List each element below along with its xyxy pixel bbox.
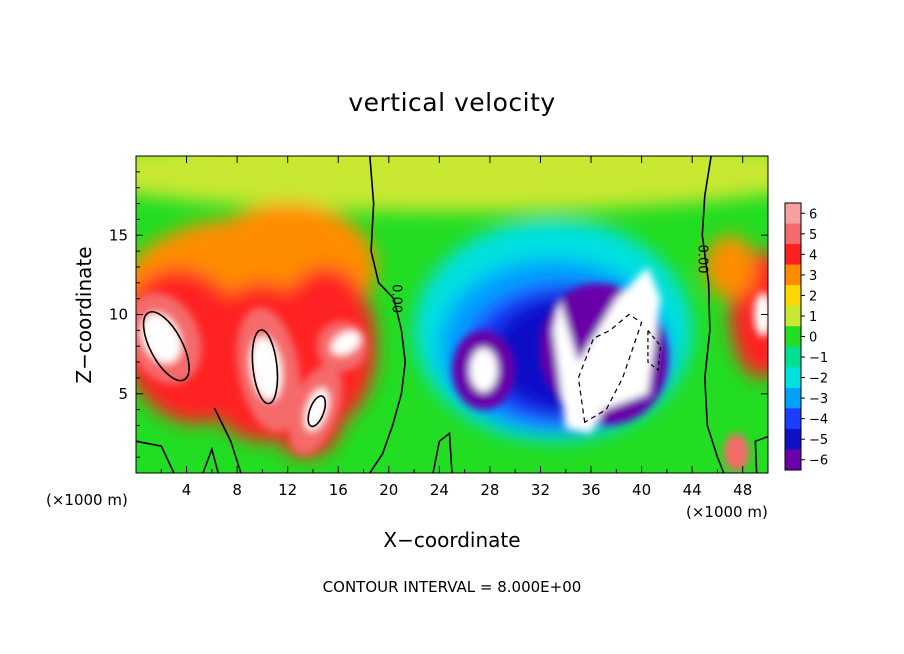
- field-core-white: [331, 331, 361, 355]
- colorbar-tick-label: 0: [809, 331, 817, 346]
- colorbar-tick-label: 5: [809, 228, 817, 243]
- colorbar-tick-label: −2: [809, 372, 828, 387]
- zero-contour: [136, 440, 175, 473]
- colorbar-swatch: [785, 346, 801, 368]
- colorbar-swatch: [785, 223, 801, 245]
- contour-label: 0.00: [694, 245, 709, 274]
- zero-contour: [754, 435, 768, 473]
- negative-contour: [577, 313, 643, 424]
- field-shading: [136, 156, 768, 473]
- colorbar-swatch: [785, 387, 801, 409]
- colorbar-swatch: [785, 305, 801, 327]
- field-core-white: [753, 292, 768, 337]
- field-core: [723, 433, 750, 472]
- zero-contour: [701, 156, 725, 473]
- colorbar-swatch: [785, 428, 801, 450]
- colorbar: 6 5 4 3 2 1 0 −1 −2 −3 −4 −5 −6: [784, 202, 828, 471]
- x-tick-label: 36: [581, 481, 600, 499]
- colorbar-tick-label: −3: [809, 392, 828, 407]
- x-tick-label: 8: [232, 481, 242, 499]
- zero-contour-lines: 0.00 0.00: [136, 156, 768, 473]
- colorbar-swatch: [785, 244, 801, 266]
- colorbar-swatch: [785, 203, 801, 225]
- positive-contour: [307, 395, 327, 428]
- contour-label: 0.00: [389, 284, 404, 313]
- colorbar-tick-label: −6: [809, 454, 828, 469]
- x-tick-label: 4: [182, 481, 192, 499]
- contour-interval-note: CONTOUR INTERVAL = 8.000E+00: [322, 578, 582, 596]
- x-tick-label: 40: [632, 481, 651, 499]
- zero-contour: [432, 431, 453, 473]
- contour-group: [136, 156, 768, 473]
- y-tick-label: 5: [118, 385, 128, 403]
- x-tick-label: 24: [430, 481, 449, 499]
- field-blob: [704, 235, 756, 299]
- zero-contour: [202, 446, 219, 473]
- x-unit-label-left: (×1000 m): [46, 491, 128, 509]
- zero-contour: [213, 407, 242, 473]
- zero-contour: [369, 156, 407, 473]
- colorbar-tick-label: 6: [809, 207, 817, 222]
- x-tick-label: 28: [480, 481, 499, 499]
- colorbar-tick-label: 2: [809, 289, 817, 304]
- y-tick-label: 10: [109, 306, 128, 324]
- negative-contour: [647, 328, 662, 372]
- chart-title: vertical velocity: [348, 88, 556, 117]
- colorbar-tick-label: −1: [809, 351, 828, 366]
- field-core-white: [469, 347, 498, 392]
- field-core-white: [305, 388, 329, 431]
- plot-area: [136, 156, 768, 473]
- x-axis-label: X−coordinate: [383, 528, 521, 552]
- positive-contour: [251, 329, 279, 405]
- colorbar-tick-label: −5: [809, 433, 828, 448]
- x-tick-label: 32: [531, 481, 550, 499]
- y-tick-label: 15: [109, 226, 128, 244]
- colorbar-swatch: [785, 264, 801, 286]
- colorbar-tick-label: −4: [809, 413, 828, 428]
- colorbar-swatch: [785, 449, 801, 471]
- colorbar-tick-label: 1: [809, 310, 817, 325]
- x-tick-label: 20: [379, 481, 398, 499]
- positive-contour: [142, 311, 190, 382]
- x-tick-label: 44: [683, 481, 702, 499]
- x-tick-label: 16: [329, 481, 348, 499]
- colorbar-swatch: [785, 285, 801, 307]
- field-blob: [136, 156, 768, 212]
- x-tick-label: 12: [278, 481, 297, 499]
- colorbar-tick-label: 3: [809, 269, 817, 284]
- colorbar-swatch: [785, 408, 801, 430]
- x-tick-label: 48: [733, 481, 752, 499]
- colorbar-swatch: [785, 326, 801, 348]
- x-unit-label-right: (×1000 m): [686, 503, 768, 521]
- colorbar-swatch: [785, 367, 801, 389]
- colorbar-tick-label: 4: [809, 248, 817, 263]
